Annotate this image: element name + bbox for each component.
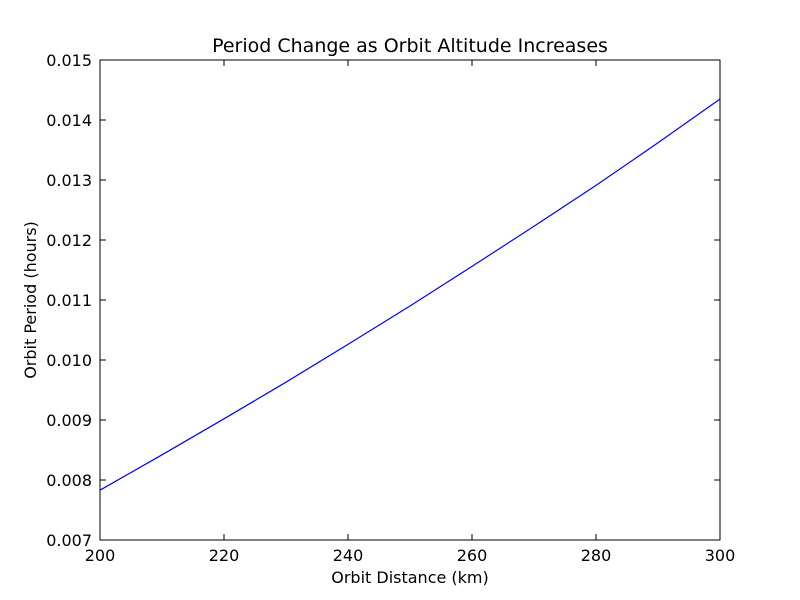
y-tick-label: 0.009 xyxy=(46,411,92,430)
x-tick-label: 200 xyxy=(85,546,116,565)
x-tick-label: 240 xyxy=(333,546,364,565)
plot-frame xyxy=(99,59,721,541)
y-tick-label: 0.013 xyxy=(46,171,92,190)
y-axis-title: Orbit Period (hours) xyxy=(21,221,40,379)
y-tick-label: 0.012 xyxy=(46,231,92,250)
plot-area xyxy=(99,59,721,541)
x-axis-title: Orbit Distance (km) xyxy=(331,568,489,587)
y-tick-label: 0.007 xyxy=(46,531,92,550)
y-tick-labels: 0.007 0.008 0.009 0.010 0.011 0.012 0.013 0.014… xyxy=(46,51,92,550)
x-tick-label: 220 xyxy=(209,546,240,565)
y-tick-label: 0.014 xyxy=(46,111,92,130)
chart-title: Period Change as Orbit Altitude Increase… xyxy=(212,35,608,57)
x-tick-label: 300 xyxy=(705,546,736,565)
y-tick-label: 0.011 xyxy=(46,291,92,310)
x-tick-label: 280 xyxy=(581,546,612,565)
x-tick-label: 260 xyxy=(457,546,488,565)
y-tick-label: 0.010 xyxy=(46,351,92,370)
y-tick-label: 0.008 xyxy=(46,471,92,490)
y-tick-label: 0.015 xyxy=(46,51,92,70)
series-line xyxy=(99,98,721,491)
x-tick-labels: 200 220 240 260 280 300 xyxy=(85,546,736,565)
